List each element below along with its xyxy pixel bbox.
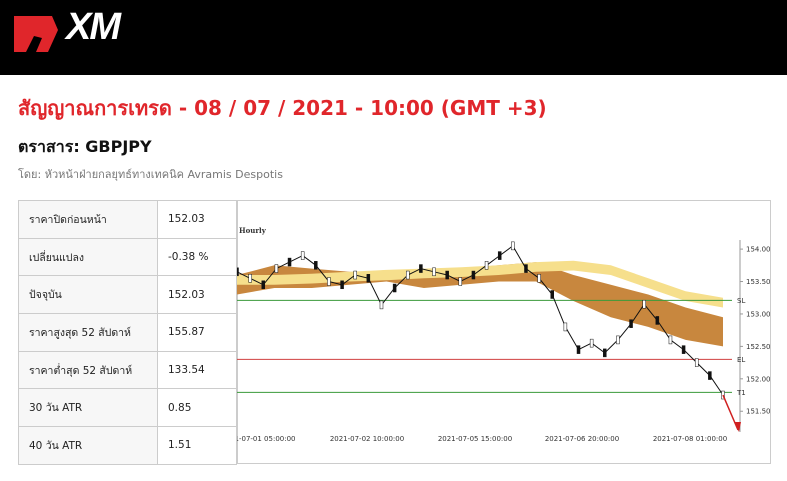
y-tick-label: 152.00	[746, 375, 771, 383]
candle	[419, 264, 423, 273]
candle	[237, 267, 239, 277]
candle	[668, 335, 673, 345]
candle	[314, 261, 318, 270]
logo: XM	[66, 6, 121, 48]
candle	[576, 345, 581, 354]
table-row: 40 วัน ATR 1.51	[18, 426, 237, 465]
table-row: เปลี่ยนแปลง -0.38 %	[18, 237, 237, 277]
cell-label: 30 วัน ATR	[18, 388, 158, 428]
table-row: 30 วัน ATR 0.85	[18, 388, 237, 428]
cell-value: 133.54	[157, 350, 237, 390]
candle	[340, 280, 344, 290]
candle	[287, 257, 292, 267]
candle	[655, 316, 660, 325]
candle	[563, 322, 568, 332]
cell-value: 1.51	[157, 426, 237, 465]
candle	[537, 274, 541, 283]
candle	[497, 251, 502, 260]
y-tick-label: 152.50	[746, 343, 771, 351]
level-label: SL	[737, 297, 745, 305]
candle	[327, 277, 331, 286]
candle	[366, 274, 371, 283]
info-table: ราคาปิดก่อนหน้า 152.03 เปลี่ยนแปลง -0.38 % ป…	[18, 200, 237, 465]
candle	[511, 241, 515, 251]
candle	[589, 338, 594, 348]
candle	[550, 290, 554, 299]
table-row: ปัจจุบัน 152.03	[18, 275, 237, 315]
candle	[432, 267, 436, 277]
level-label: EL	[737, 356, 745, 364]
cell-value: -0.38 %	[157, 237, 237, 277]
candle	[471, 270, 476, 280]
candle	[681, 345, 686, 354]
y-tick-label: 153.00	[746, 310, 771, 318]
author: โดย: หัวหน้าฝ่ายกลยุทธ์ทางเทคนิค Avramis…	[18, 168, 283, 181]
price-line	[237, 245, 724, 396]
cell-label: ราคาปิดก่อนหน้า	[18, 200, 158, 239]
y-tick-label: 153.50	[746, 278, 771, 286]
cell-value: 152.03	[157, 275, 237, 315]
header: XM	[0, 0, 787, 75]
y-tick-label: 154.00	[746, 246, 771, 254]
candle	[445, 270, 449, 280]
y-tick-label: 151.50	[746, 408, 771, 416]
candle	[406, 270, 410, 280]
candle	[261, 280, 266, 290]
cell-label: 40 วัน ATR	[18, 426, 158, 465]
cell-value: 0.85	[157, 388, 237, 428]
arrow-head	[734, 422, 741, 432]
candle	[392, 283, 397, 293]
candle	[353, 270, 357, 280]
candle	[629, 319, 633, 328]
candle	[484, 261, 489, 270]
candle	[248, 274, 252, 283]
x-label: 1-07-01 05:00:00	[237, 435, 295, 443]
chart: Hourly 151.50 152.00 152.50 153.00 153.50 154…	[237, 200, 771, 464]
instrument: ตราสาร: GBPJPY	[18, 137, 152, 156]
x-label: 2021-07-08 01:00:00	[653, 435, 727, 443]
candle	[603, 348, 607, 358]
candle	[274, 264, 279, 273]
candle	[524, 264, 528, 273]
logo-icon	[14, 16, 58, 52]
cell-value: 152.03	[157, 200, 237, 239]
candle	[379, 300, 384, 310]
candle	[458, 277, 463, 286]
ribbon	[237, 260, 723, 308]
table-row: ราคาต่ำสุด 52 สัปดาห์ 133.54	[18, 350, 237, 390]
cell-label: เปลี่ยนแปลง	[18, 237, 158, 277]
candle	[708, 371, 712, 380]
cell-label: ราคาสูงสุด 52 สัปดาห์	[18, 313, 158, 352]
level-label: T1	[736, 389, 746, 397]
cell-label: ปัจจุบัน	[18, 275, 158, 315]
cell-label: ราคาต่ำสุด 52 สัปดาห์	[18, 350, 158, 390]
cell-value: 155.87	[157, 313, 237, 352]
candle	[616, 335, 620, 345]
table-row: ราคาสูงสุด 52 สัปดาห์ 155.87	[18, 313, 237, 352]
x-label: 2021-07-06 20:00:00	[545, 435, 619, 443]
candle	[642, 299, 646, 309]
candle	[300, 251, 305, 260]
candle	[694, 358, 699, 367]
table-row: ราคาปิดก่อนหน้า 152.03	[18, 200, 237, 239]
x-label: 2021-07-02 10:00:00	[330, 435, 404, 443]
chart-label: Hourly	[239, 226, 267, 235]
ribbon	[237, 262, 723, 347]
x-label: 2021-07-05 15:00:00	[438, 435, 512, 443]
title: สัญญาณการเทรด - 08 / 07 / 2021 - 10:00 (…	[18, 96, 547, 120]
